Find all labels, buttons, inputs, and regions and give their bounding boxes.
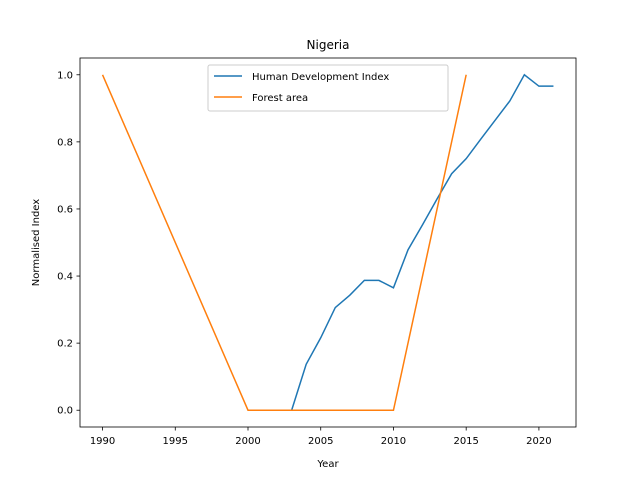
y-tick-label: 0.8 <box>57 137 73 148</box>
legend-box <box>207 64 449 112</box>
x-tick-label: 2020 <box>526 436 551 447</box>
plot-frame <box>79 57 577 428</box>
x-axis-label: Year <box>316 459 339 470</box>
x-tick-label: 2000 <box>235 436 260 447</box>
y-tick-label: 0.6 <box>57 204 73 215</box>
x-axis-ticks: 1990 1995 2000 2005 2010 2015 2020 <box>90 427 552 447</box>
x-tick-label: 2005 <box>308 436 333 447</box>
x-tick-label: 1995 <box>163 436 188 447</box>
legend-label-hdi: Human Development Index <box>252 72 389 83</box>
y-tick-label: 0.2 <box>57 339 73 350</box>
legend: Human Development Index Forest area <box>207 64 449 112</box>
y-axis-ticks: 0.0 0.2 0.4 0.6 0.8 1.0 <box>57 70 80 417</box>
series-line-1 <box>101 74 467 411</box>
plot-lines <box>101 73 554 411</box>
y-tick-label: 1.0 <box>57 70 73 81</box>
legend-label-forest: Forest area <box>252 93 308 104</box>
chart-title: Nigeria <box>307 38 350 52</box>
series-line-0 <box>290 73 554 411</box>
y-axis-label: Normalised Index <box>31 199 42 286</box>
y-tick-label: 0.0 <box>57 406 73 417</box>
y-tick-label: 0.4 <box>57 272 73 283</box>
x-tick-label: 1990 <box>90 436 115 447</box>
x-tick-label: 2010 <box>381 436 406 447</box>
x-tick-label: 2015 <box>453 436 478 447</box>
